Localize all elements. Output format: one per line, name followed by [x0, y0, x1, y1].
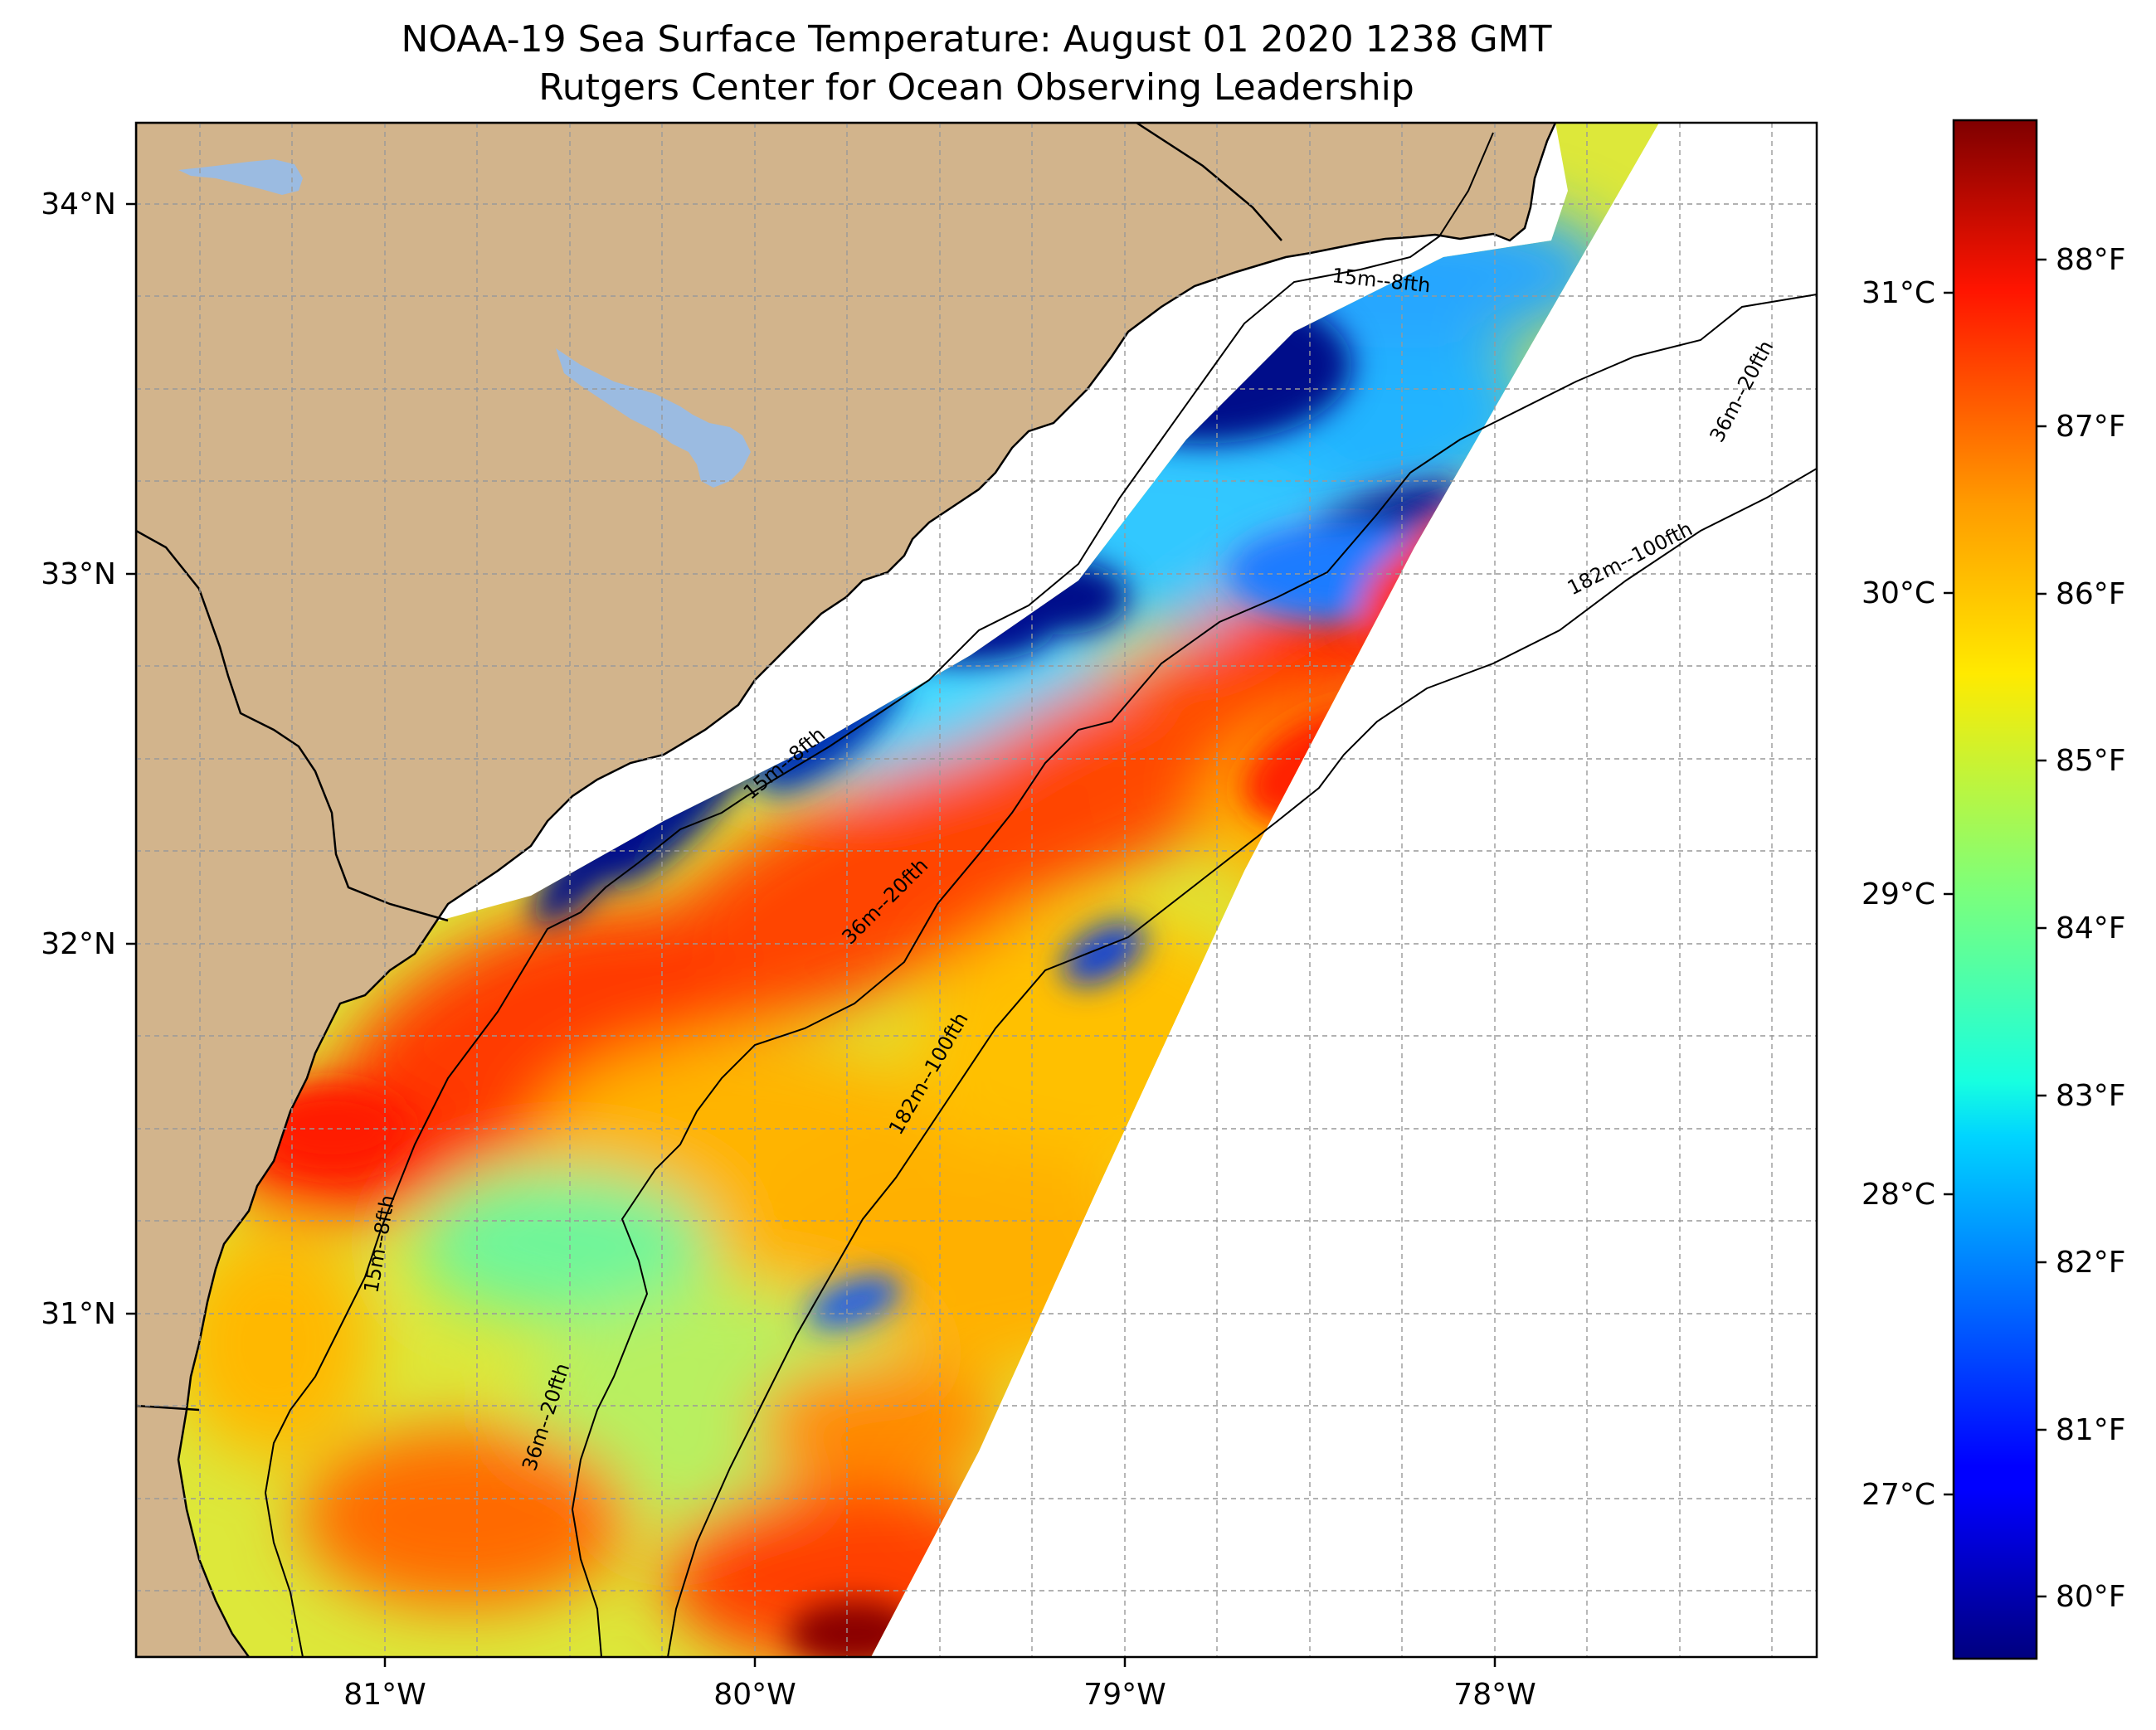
- colorbar-f-label: 81°F: [2056, 1413, 2126, 1447]
- x-axis-labels: 81°W 80°W 79°W 78°W: [343, 1678, 1535, 1712]
- colorbar-f-label: 85°F: [2056, 744, 2126, 778]
- x-tick-label: 80°W: [713, 1678, 796, 1712]
- colorbar-f-label: 88°F: [2056, 243, 2126, 277]
- contour-15m-line: [264, 132, 1494, 1657]
- axes-frame: [134, 121, 1818, 1659]
- lake-marion: [556, 348, 751, 488]
- lake-moultrie: [178, 159, 303, 195]
- chart-subtitle: Rutgers Center for Ocean Observing Leade…: [538, 66, 1414, 109]
- x-tick-label: 79°W: [1083, 1678, 1166, 1712]
- map-axes: [136, 123, 1817, 1657]
- state-boundary-ga-fl: [136, 1404, 200, 1412]
- contour-36m-line: [571, 294, 1817, 1657]
- colorbar-f-label: 83°F: [2056, 1079, 2126, 1113]
- y-tick-label: 31°N: [41, 1297, 116, 1331]
- y-tick-label: 33°N: [41, 557, 116, 591]
- chart-title: NOAA-19 Sea Surface Temperature: August …: [401, 18, 1552, 61]
- colorbar-f-label: 82°F: [2056, 1246, 2126, 1280]
- land-mass: [136, 123, 1557, 1657]
- colorbar-f-label: 86°F: [2056, 577, 2126, 611]
- colorbar-c-label: 30°C: [1862, 576, 1935, 610]
- colorbar-gradient: [1952, 119, 2038, 1660]
- y-tick-label: 34°N: [41, 187, 116, 221]
- gridlines: [136, 123, 1817, 1657]
- x-tick-label: 78°W: [1453, 1678, 1535, 1712]
- y-axis-labels: 31°N 32°N 33°N 34°N: [41, 187, 116, 1331]
- x-tick-label: 81°W: [343, 1678, 426, 1712]
- colorbar: 80°F 81°F 82°F 83°F 84°F 85°F 86°F 87°F …: [1862, 119, 2126, 1660]
- colorbar-f-label: 87°F: [2056, 410, 2126, 444]
- colorbar-c-label: 31°C: [1862, 276, 1935, 310]
- colorbar-f-label: 84°F: [2056, 911, 2126, 945]
- colorbar-c-label: 27°C: [1862, 1478, 1935, 1512]
- y-tick-label: 32°N: [41, 927, 116, 961]
- axis-ticks: [126, 202, 1497, 1667]
- colorbar-c-label: 29°C: [1862, 877, 1935, 911]
- colorbar-f-label: 80°F: [2056, 1580, 2126, 1614]
- colorbar-c-label: 28°C: [1862, 1178, 1935, 1212]
- contour-182m-line: [667, 468, 1817, 1657]
- state-boundary-sc-ga: [136, 529, 449, 922]
- state-boundary-sc-nc: [1136, 123, 1282, 241]
